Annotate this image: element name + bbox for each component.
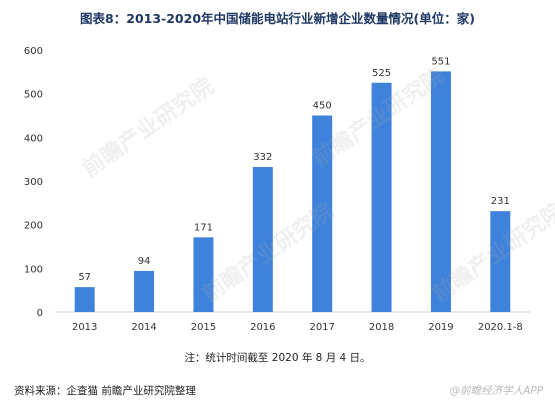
x-tick-label: 2015 xyxy=(191,322,216,333)
y-tick-label: 400 xyxy=(24,133,43,144)
data-label: 525 xyxy=(372,68,391,79)
y-tick-label: 300 xyxy=(24,177,43,188)
y-tick-label: 200 xyxy=(24,221,43,232)
bar xyxy=(371,82,392,312)
data-label: 94 xyxy=(138,256,151,267)
source-text: 资料来源：企查猫 前瞻产业研究院整理 xyxy=(14,385,196,397)
x-tick-label: 2020.1-8 xyxy=(478,322,523,333)
bar xyxy=(430,71,451,312)
data-label: 450 xyxy=(313,101,332,112)
y-tick-label: 600 xyxy=(24,46,43,57)
data-label: 231 xyxy=(491,196,510,207)
bar xyxy=(74,287,95,312)
data-label: 332 xyxy=(253,152,272,163)
bar xyxy=(490,211,511,312)
bar xyxy=(312,115,333,312)
x-tick-label: 2014 xyxy=(131,322,156,333)
x-tick-label: 2019 xyxy=(428,322,453,333)
chart-title: 图表8：2013-2020年中国储能电站行业新增企业数量情况(单位：家) xyxy=(80,11,475,26)
brand-watermark: @前瞻经济学人APP xyxy=(449,385,543,397)
x-tick-label: 2017 xyxy=(309,322,334,333)
x-tick-label: 2016 xyxy=(250,322,275,333)
y-tick-label: 100 xyxy=(24,264,43,275)
bar xyxy=(134,270,155,312)
data-label: 551 xyxy=(431,56,450,67)
chart-note: 注：统计时间截至 2020 年 8 月 4 日。 xyxy=(184,352,371,364)
y-tick-label: 500 xyxy=(24,90,43,101)
x-tick-label: 2018 xyxy=(369,322,394,333)
bar xyxy=(252,167,273,312)
bar xyxy=(193,237,214,312)
y-tick-label: 0 xyxy=(37,308,43,319)
data-label: 57 xyxy=(78,272,91,283)
x-tick-label: 2013 xyxy=(72,322,97,333)
bar-chart: 0 100 200 300 400 500 600 57 2013 94 2014 171 2015 33… xyxy=(24,46,530,333)
data-label: 171 xyxy=(194,222,213,233)
